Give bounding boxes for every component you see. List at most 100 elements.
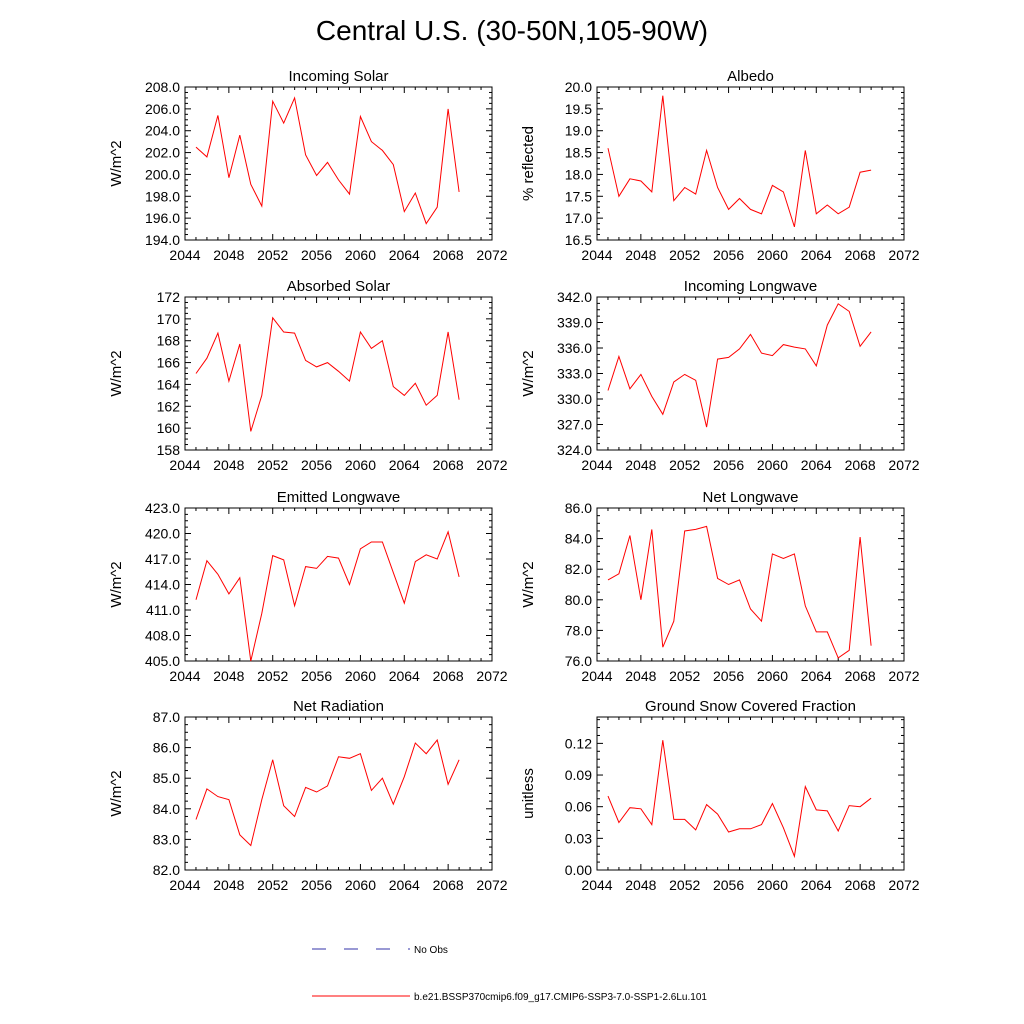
y-tick-label: 19.5 [565, 101, 592, 117]
plot-frame [596, 716, 905, 871]
y-tick-label: 342.0 [557, 289, 592, 305]
y-tick-label: 200.0 [145, 166, 180, 182]
y-tick-label: 20.0 [565, 79, 592, 95]
x-tick-label: 2060 [345, 247, 376, 263]
y-tick-label: 198.0 [145, 188, 180, 204]
panels: Incoming Solar W/m^2 2044 2048 2052 2056 2060 2… [108, 68, 920, 893]
panel-1: Incoming Solar W/m^2 2044 2048 2052 2056 2060 2… [108, 68, 508, 263]
series-line [195, 316, 460, 432]
x-tick-label: 2068 [433, 877, 464, 893]
y-tick-label: 0.00 [565, 862, 592, 878]
y-tick-label: 84.0 [153, 801, 180, 817]
x-tick-label: 2060 [757, 668, 788, 684]
x-tick-label: 2056 [301, 457, 332, 473]
y-axis-label: % reflected [520, 126, 537, 201]
x-tick-label: 2068 [845, 668, 876, 684]
x-tick-label: 2072 [888, 457, 919, 473]
x-tick-label: 2072 [888, 247, 919, 263]
x-tick-label: 2052 [669, 247, 700, 263]
y-tick-label: 158 [157, 442, 181, 458]
y-tick-label: 166 [157, 355, 181, 371]
x-tick-label: 2060 [345, 877, 376, 893]
legend-label-1: No Obs [414, 945, 448, 956]
panel-7: Net Radiation W/m^2 2044 2048 2052 2056 2060 20… [108, 698, 508, 893]
x-tick-label: 2072 [476, 247, 507, 263]
legend-label-2: b.e21.BSSP370cmip6.f09_g17.CMIP6-SSP3-7.… [414, 992, 707, 1003]
panel-title: Incoming Solar [288, 68, 388, 85]
panel-8: Ground Snow Covered Fraction unitless 2044… [520, 698, 920, 893]
x-tick-label: 2064 [389, 877, 420, 893]
y-axis-label: unitless [520, 768, 537, 819]
x-tick-label: 2072 [476, 668, 507, 684]
y-tick-label: 86.0 [153, 740, 180, 756]
y-tick-label: 80.0 [565, 592, 592, 608]
x-tick-label: 2056 [301, 668, 332, 684]
panel-title: Net Radiation [293, 698, 384, 715]
panel-title: Incoming Longwave [684, 278, 817, 295]
panel-3: Absorbed Solar W/m^2 2044 2048 2052 2056 2060 2… [108, 278, 508, 473]
y-tick-label: 84.0 [565, 531, 592, 547]
y-tick-label: 78.0 [565, 622, 592, 638]
y-tick-label: 86.0 [565, 500, 592, 516]
y-tick-label: 336.0 [557, 340, 592, 356]
series-line [195, 96, 460, 225]
y-tick-label: 411.0 [146, 602, 180, 618]
y-tick-label: 82.0 [565, 561, 592, 577]
y-tick-label: 202.0 [145, 145, 180, 161]
x-tick-label: 2044 [169, 247, 200, 263]
x-tick-label: 2068 [845, 457, 876, 473]
y-tick-label: 0.06 [565, 799, 592, 815]
plot-frame [596, 86, 905, 241]
y-tick-label: 85.0 [153, 770, 180, 786]
y-tick-label: 172 [157, 289, 181, 305]
y-tick-label: 17.5 [565, 188, 592, 204]
y-tick-label: 405.0 [145, 653, 180, 669]
plot-frame [596, 296, 905, 451]
x-tick-label: 2064 [389, 668, 420, 684]
y-tick-label: 417.0 [145, 551, 180, 567]
panel-2: Albedo % reflected 2044 2048 2052 2056 2060 206… [520, 68, 920, 263]
x-tick-label: 2060 [757, 247, 788, 263]
x-tick-label: 2056 [301, 247, 332, 263]
y-tick-label: 408.0 [145, 628, 180, 644]
x-tick-label: 2068 [433, 668, 464, 684]
x-tick-label: 2068 [433, 457, 464, 473]
x-tick-label: 2072 [476, 877, 507, 893]
y-tick-label: 333.0 [557, 366, 592, 382]
y-axis-label: W/m^2 [108, 350, 125, 396]
y-tick-label: 196.0 [145, 210, 180, 226]
x-tick-label: 2064 [801, 877, 832, 893]
y-tick-label: 82.0 [153, 862, 180, 878]
x-tick-label: 2052 [257, 877, 288, 893]
x-tick-label: 2048 [213, 668, 244, 684]
y-tick-label: 17.0 [565, 210, 592, 226]
x-tick-label: 2072 [888, 668, 919, 684]
y-tick-label: 19.0 [565, 123, 592, 139]
panel-5: Emitted Longwave W/m^2 2044 2048 2052 2056 206… [108, 489, 508, 684]
figure-title: Central U.S. (30-50N,105-90W) [316, 15, 708, 46]
x-tick-label: 2048 [213, 877, 244, 893]
y-tick-label: 206.0 [145, 101, 180, 117]
series-line [195, 738, 460, 847]
y-tick-label: 83.0 [153, 831, 180, 847]
x-tick-label: 2052 [669, 877, 700, 893]
x-tick-label: 2048 [625, 877, 656, 893]
y-tick-label: 0.12 [565, 735, 592, 751]
series-line [607, 303, 872, 428]
y-tick-label: 414.0 [145, 577, 180, 593]
y-tick-label: 18.0 [565, 166, 592, 182]
series-line [607, 740, 872, 859]
y-tick-label: 0.09 [565, 767, 592, 783]
plot-frame [184, 507, 493, 662]
y-tick-label: 420.0 [145, 526, 180, 542]
series-line [607, 525, 872, 659]
y-tick-label: 162 [157, 398, 181, 414]
x-tick-label: 2048 [625, 457, 656, 473]
panel-title: Absorbed Solar [287, 278, 390, 295]
x-tick-label: 2048 [213, 457, 244, 473]
y-tick-label: 160 [157, 420, 181, 436]
x-tick-label: 2052 [257, 457, 288, 473]
y-tick-label: 18.5 [565, 145, 592, 161]
x-tick-label: 2072 [476, 457, 507, 473]
